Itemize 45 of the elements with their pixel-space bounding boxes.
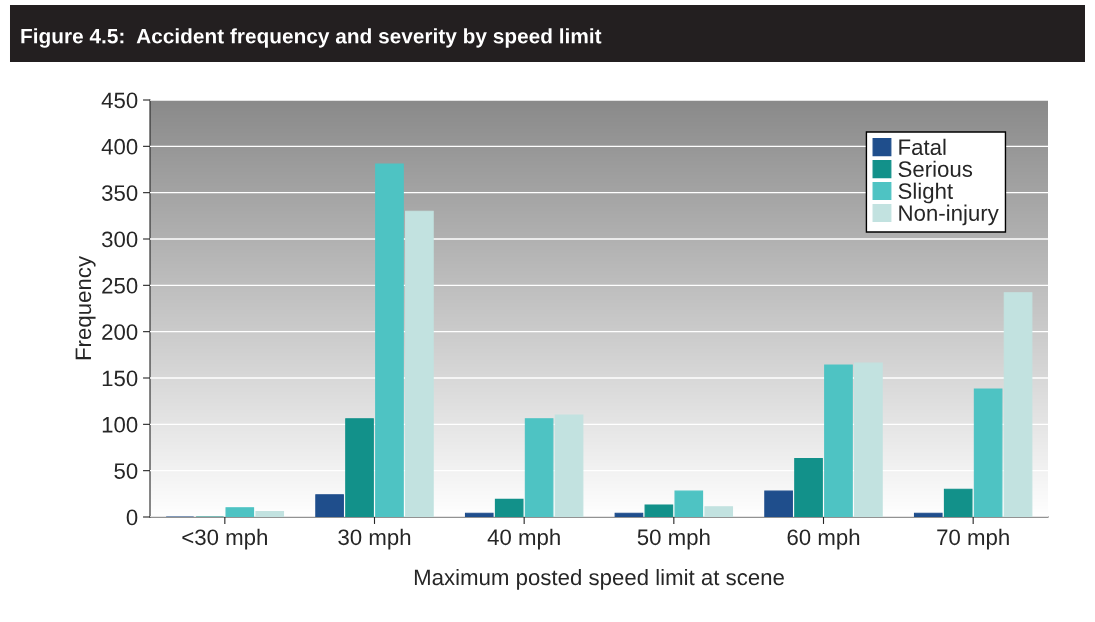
bar bbox=[524, 418, 554, 517]
x-tick-label: 40 mph bbox=[487, 528, 560, 550]
bar bbox=[943, 488, 973, 517]
legend-label: Non-injury bbox=[899, 204, 999, 226]
bar bbox=[973, 388, 1003, 517]
bar bbox=[554, 414, 584, 517]
bar bbox=[405, 210, 434, 517]
y-tick-label: 450 bbox=[101, 92, 138, 109]
y-tick-label: 250 bbox=[102, 277, 138, 294]
legend-label: Serious bbox=[898, 160, 973, 178]
x-tick-label: 30 mph bbox=[338, 528, 411, 550]
chart-title: Figure 4.5: Accident frequency and severity by speed limit bbox=[21, 28, 602, 48]
y-tick-label: 200 bbox=[102, 324, 138, 340]
y-tick-label: 350 bbox=[101, 185, 138, 201]
bar bbox=[674, 490, 704, 517]
y-tick-label: 400 bbox=[101, 138, 138, 155]
x-tick-label: 70 mph bbox=[937, 528, 1009, 550]
y-tick-label: 50 bbox=[114, 463, 138, 479]
bar bbox=[494, 498, 524, 517]
bar bbox=[255, 510, 285, 517]
bar bbox=[824, 364, 853, 517]
bar bbox=[704, 506, 734, 517]
bar bbox=[345, 418, 374, 517]
bar bbox=[644, 504, 674, 517]
x-tick-label: 60 mph bbox=[787, 528, 860, 550]
bar bbox=[913, 512, 943, 517]
y-tick-label: 300 bbox=[101, 231, 138, 248]
bar bbox=[225, 507, 255, 517]
y-tick-label: 0 bbox=[126, 509, 138, 526]
bar bbox=[1003, 292, 1033, 517]
bar bbox=[794, 458, 823, 517]
bar bbox=[464, 512, 494, 517]
bar bbox=[315, 494, 344, 517]
bar bbox=[764, 490, 793, 517]
x-tick-label: <30 mph bbox=[182, 528, 267, 550]
legend-label: Slight bbox=[898, 182, 953, 204]
x-tick-label: 50 mph bbox=[637, 528, 710, 550]
x-axis-title: Maximum posted speed limit at scene bbox=[414, 568, 784, 590]
y-tick-label: 100 bbox=[102, 416, 138, 433]
bar bbox=[854, 362, 883, 517]
y-tick-label: 150 bbox=[102, 370, 138, 387]
bar bbox=[614, 512, 644, 517]
y-axis-title: Frequency bbox=[75, 256, 96, 360]
legend-label: Fatal bbox=[899, 138, 946, 156]
bar bbox=[375, 163, 404, 517]
